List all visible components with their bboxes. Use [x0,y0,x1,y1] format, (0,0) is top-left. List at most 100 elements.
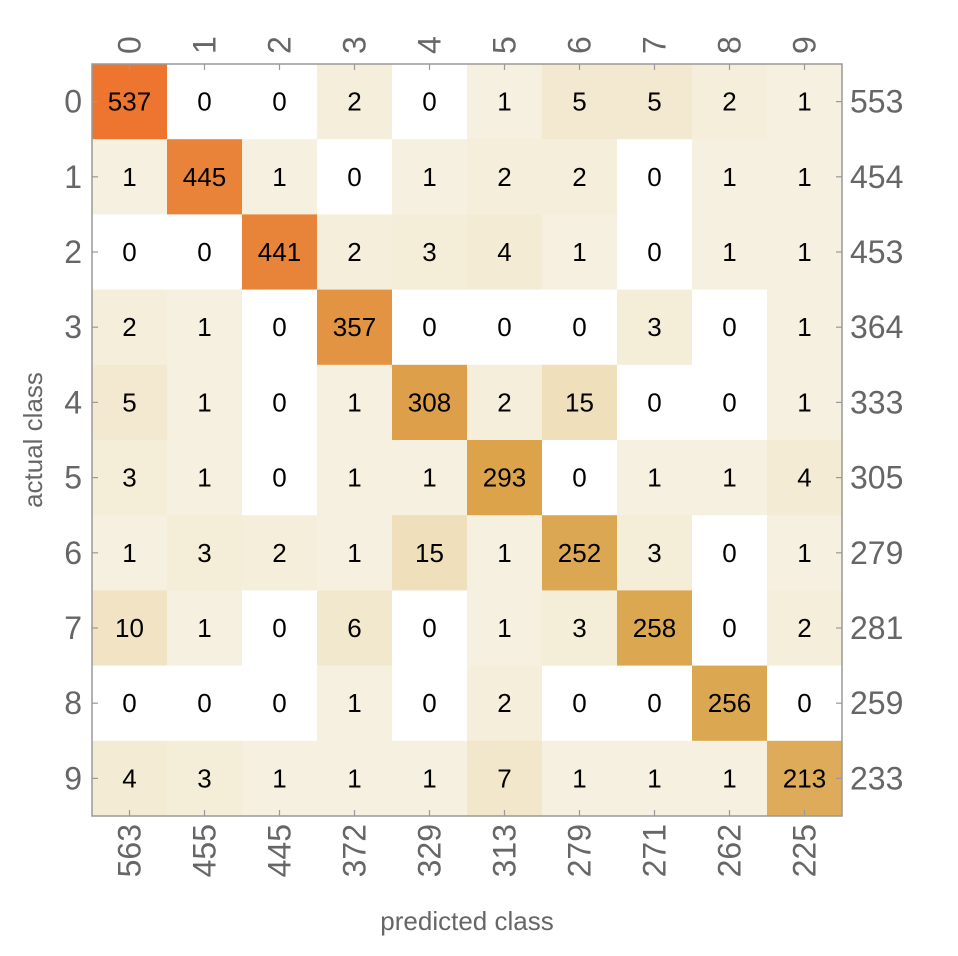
heatmap-cell [317,440,393,516]
cell-value-label: 1 [722,237,736,267]
y-tick-label: 0 [64,84,82,120]
column-total-label: 225 [787,824,823,877]
heatmap-cell [392,64,468,140]
heatmap-cell [692,665,768,742]
heatmap-cell [167,440,243,516]
y-tick-label: 4 [64,384,82,420]
heatmap-cell [242,64,318,140]
column-total-label: 372 [337,824,373,877]
cell-value-label: 3 [647,538,661,568]
heatmap-cell [767,139,843,215]
cell-value-label: 1 [797,538,811,568]
cell-value-label: 2 [272,538,286,568]
heatmap-cell [242,440,318,516]
heatmap-cell [617,440,693,516]
cell-value-label: 1 [722,463,736,493]
cell-value-label: 3 [647,312,661,342]
heatmap-cell [542,139,618,215]
cell-value-label: 3 [422,237,436,267]
row-total-label: 259 [850,685,903,721]
cell-value-label: 1 [797,87,811,117]
heatmap-cell [467,665,543,742]
labels-layer: 537 0 0 2 0 1 5 5 2 11 445 1 0 1 2 2 0 1 10 0 441 2 3 4 1 0 1 12 1 0 3… [64,36,903,877]
cell-value-label: 0 [272,87,286,117]
cell-value-label: 0 [272,463,286,493]
cell-value-label: 5 [647,87,661,117]
heatmap-cell [692,64,768,140]
heatmap-cell [392,440,468,516]
cell-value-label: 1 [197,613,211,643]
cell-value-label: 1 [347,688,361,718]
cell-value-label: 0 [722,387,736,417]
heatmap-cell [242,590,318,667]
cell-value-label: 2 [497,688,511,718]
row-total-label: 279 [850,535,903,571]
cell-value-label: 1 [197,312,211,342]
heatmap-cell [467,440,543,516]
heatmap-cell [542,740,618,817]
cell-value-label: 0 [422,87,436,117]
heatmap-cell [92,64,168,140]
cell-value-label: 1 [497,538,511,568]
row-total-label: 454 [850,159,903,195]
cell-value-label: 0 [422,312,436,342]
cell-value-label: 2 [497,387,511,417]
heatmap-cell [392,364,468,441]
heatmap-cell [167,590,243,667]
heatmap-cell [467,590,543,667]
heatmap-cell [167,740,243,817]
cell-value-label: 2 [497,162,511,192]
cell-value-label: 2 [122,312,136,342]
heatmap-cell [242,515,318,591]
cell-value-label: 0 [647,162,661,192]
cell-value-label: 1 [347,387,361,417]
heatmap-cell [167,139,243,215]
cell-value-label: 1 [797,237,811,267]
heatmap-cell [242,740,318,817]
column-total-label: 262 [712,824,748,877]
heatmap-cell [167,515,243,591]
x-tick-label: 1 [187,36,223,54]
cell-value-label: 0 [572,463,586,493]
cell-value-label: 2 [347,87,361,117]
cell-value-label: 1 [122,538,136,568]
ticks-layer [92,64,842,816]
heatmap-cell [92,440,168,516]
heatmap-cell [317,214,393,291]
cell-value-label: 0 [722,538,736,568]
x-tick-label: 8 [712,36,748,54]
cell-value-label: 0 [422,688,436,718]
y-tick-label: 6 [64,535,82,571]
heatmap-cell [617,590,693,667]
x-tick-label: 4 [412,36,448,54]
heatmap-cell [392,139,468,215]
heatmap-cell [242,665,318,742]
cell-value-label: 0 [422,613,436,643]
row-total-label: 453 [850,234,903,270]
cell-value-label: 0 [347,162,361,192]
cell-value-label: 293 [483,463,526,493]
cell-value-label: 0 [197,87,211,117]
heatmap-cell [467,364,543,441]
x-tick-label: 6 [562,36,598,54]
y-tick-label: 1 [64,159,82,195]
cell-value-label: 1 [122,162,136,192]
heatmap-cell [392,740,468,817]
heatmap-cell [692,515,768,591]
column-total-label: 329 [412,824,448,877]
cell-value-label: 7 [497,763,511,793]
heatmap-cell [692,590,768,667]
row-total-label: 233 [850,760,903,796]
x-tick-label: 7 [637,36,673,54]
cell-value-label: 0 [272,688,286,718]
heatmap-cell [92,740,168,817]
cell-value-label: 5 [122,387,136,417]
y-tick-label: 7 [64,610,82,646]
heatmap-cell [392,590,468,667]
heatmap-cell [617,515,693,591]
cell-value-label: 0 [122,237,136,267]
cell-value-label: 1 [422,763,436,793]
heatmap-cell [767,590,843,667]
